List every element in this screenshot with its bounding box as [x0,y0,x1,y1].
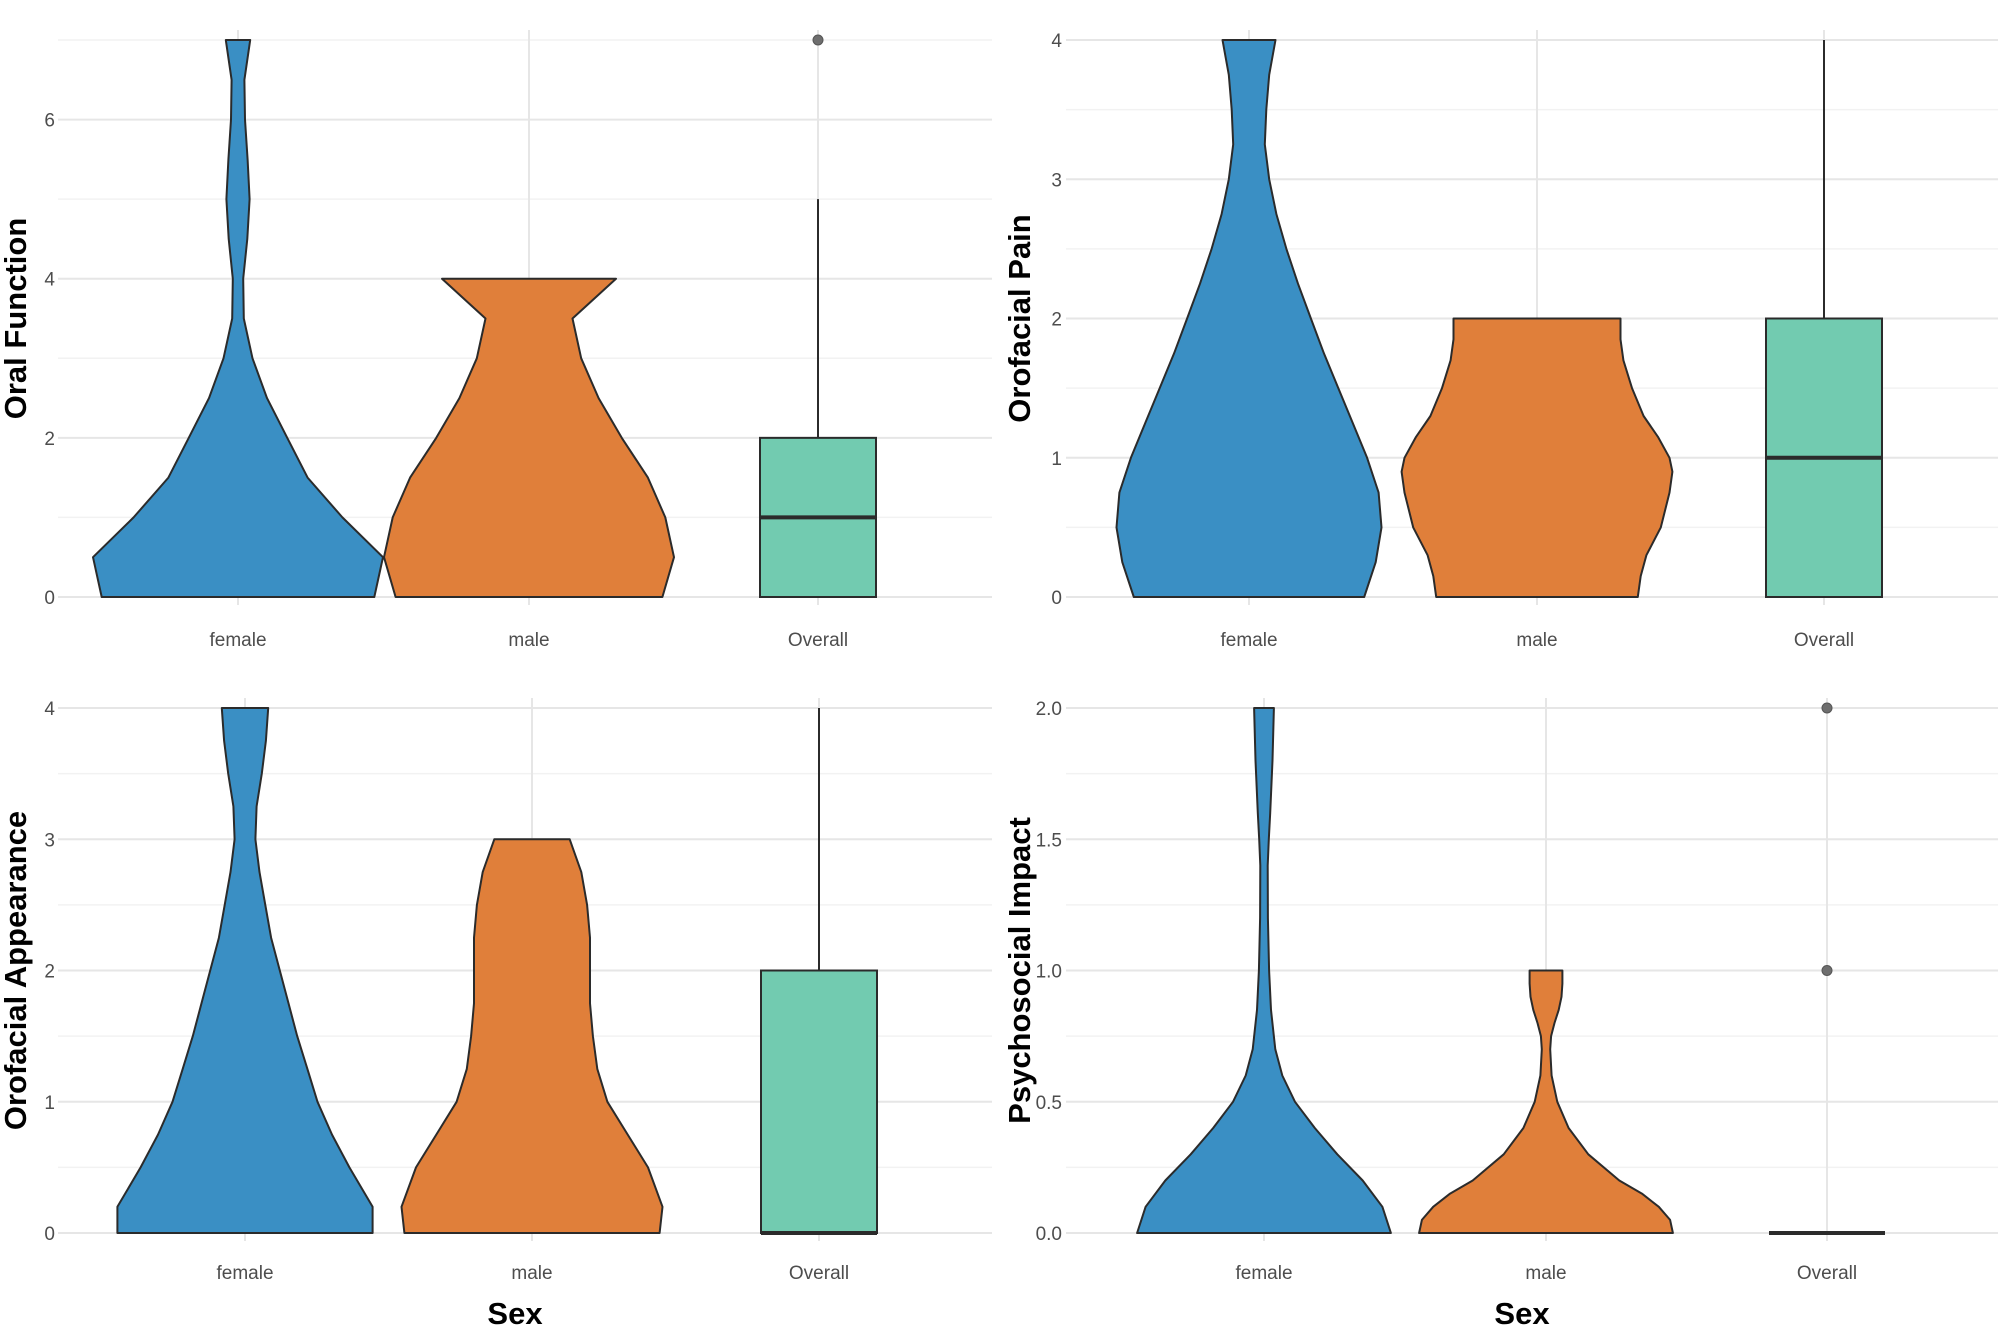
x-tick-label-overall: Overall [788,630,848,651]
x-axis-title: Sex [1494,1296,1550,1331]
x-tick-label-male: male [1516,630,1557,651]
x-tick-label-overall: Overall [1797,1263,1857,1284]
violin-male [1400,317,1674,598]
y-tick-label: 2.0 [1036,699,1062,720]
x-tick-label-overall: Overall [1794,630,1854,651]
violin-male [1418,969,1674,1234]
x-tick-label-overall: Overall [789,1263,849,1284]
y-tick-label: 6 [44,111,55,132]
panel-psychosocial-impact: 0.0 0.5 1.0 1.5 2.0 female male Overall Psychoso… [1002,698,1998,1331]
y-tick-label: 4 [44,699,55,720]
x-tick-label-male: male [508,630,549,651]
box-outlier-point [1821,702,1833,714]
violin-male [383,277,675,598]
violin-female [116,707,374,1234]
y-tick-label: 4 [1051,31,1062,52]
x-tick-label-female: female [209,630,266,651]
x-tick-label-male: male [1525,1263,1566,1284]
y-tick-label: 0.0 [1036,1224,1062,1245]
y-axis-title: Psychosocial Impact [1002,817,1037,1124]
violin-female [92,39,384,598]
y-axis-title: Oral Function [0,218,33,420]
x-tick-label-female: female [216,1263,273,1284]
y-tick-label: 0.5 [1036,1093,1062,1114]
x-tick-label-male: male [511,1263,552,1284]
x-tick-label-female: female [1220,630,1277,651]
box-iqr-overall [760,969,878,1234]
violin-female [1136,707,1392,1234]
y-tick-label: 0 [44,1224,55,1245]
panel-orofacial-pain: 0 1 2 3 4 female male Overall Orofacial Pain [1002,30,1998,651]
y-tick-label: 2 [44,962,55,983]
y-tick-label: 3 [1051,170,1062,191]
x-tick-label-female: female [1235,1263,1292,1284]
violin-male [400,838,664,1234]
y-axis-title: Orofacial Pain [1002,214,1037,422]
y-tick-label: 1 [44,1093,55,1114]
y-tick-label: 1.5 [1036,830,1062,851]
y-tick-label: 1.0 [1036,962,1062,983]
violin-female [1115,39,1383,598]
y-tick-label: 2 [44,429,55,450]
box-outlier-point [812,34,824,46]
y-tick-label: 3 [44,830,55,851]
x-axis-title: Sex [487,1296,543,1331]
y-tick-label: 1 [1051,449,1062,470]
panel-oral-function: 0 2 4 6 female male Overall Oral Function [0,30,992,651]
y-axis-title: Orofacial Appearance [0,811,33,1130]
panel-orofacial-appearance: 0 1 2 3 4 female male Overall Orofacial Appearan… [0,698,992,1331]
box-outlier-point [1821,965,1833,976]
y-tick-label: 2 [1051,310,1062,331]
y-tick-label: 4 [44,270,55,291]
y-tick-label: 0 [1051,588,1062,609]
y-tick-label: 0 [44,588,55,609]
